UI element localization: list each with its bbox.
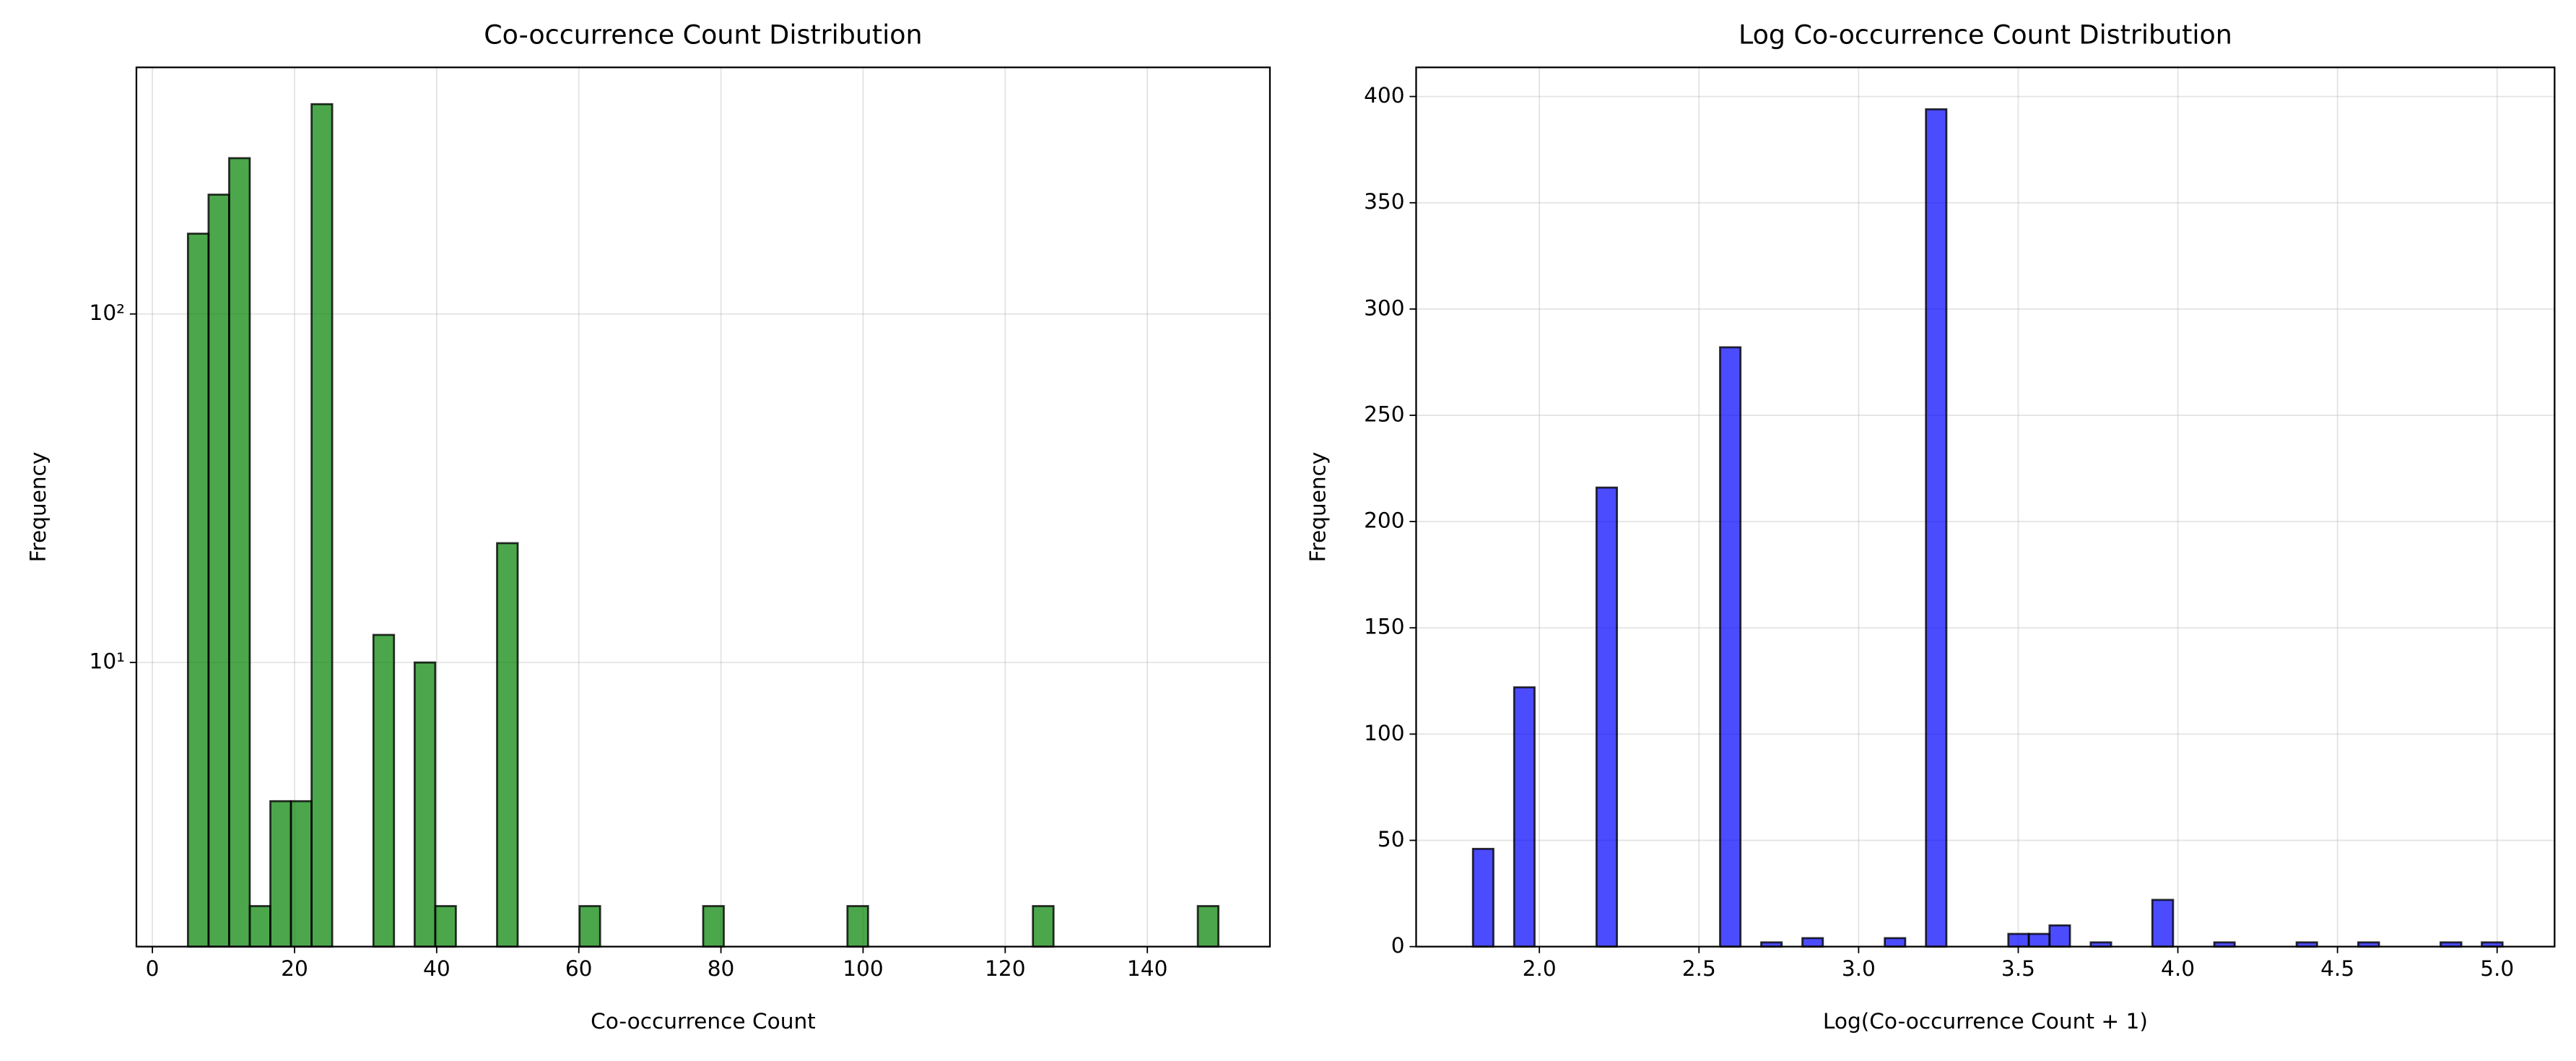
x-tick-label: 60: [565, 956, 593, 981]
histogram-bar: [269, 800, 292, 948]
histogram-bar: [372, 633, 396, 948]
x-tick-label: 2.0: [1523, 956, 1557, 981]
histogram-bar: [2007, 932, 2030, 948]
x-tick-label: 0: [146, 956, 160, 981]
histogram-bar: [1032, 905, 1055, 948]
x-tick-label: 20: [281, 956, 308, 981]
histogram-bar: [207, 194, 230, 948]
x-tick-label: 120: [985, 956, 1025, 981]
histogram-bar: [186, 233, 210, 948]
axes-frame: [1415, 66, 2556, 948]
histogram-bar: [1595, 486, 1618, 948]
x-tick-label: 80: [708, 956, 735, 981]
histogram-bar: [702, 905, 725, 948]
y-tick-label: 50: [1378, 827, 1405, 852]
y-tick-label: 150: [1364, 615, 1404, 639]
x-axis-label: Log(Co-occurrence Count + 1): [1823, 1009, 2148, 1034]
y-tick-label: 10²: [90, 300, 126, 325]
chart-title: Log Co-occurrence Count Distribution: [1739, 20, 2232, 51]
histogram-bar: [1925, 108, 1948, 948]
histogram-bar: [578, 905, 601, 948]
x-tick-label: 40: [423, 956, 451, 981]
x-tick-label: 2.5: [1682, 956, 1716, 981]
histogram-bar: [846, 905, 869, 948]
histogram-bar: [1471, 847, 1494, 948]
histogram-bar: [1719, 346, 1742, 948]
x-tick-label: 100: [843, 956, 883, 981]
histogram-bar: [2048, 924, 2071, 948]
y-tick-label: 0: [1391, 933, 1405, 958]
x-tick-label: 140: [1127, 956, 1167, 981]
y-tick-label: 10¹: [90, 649, 126, 674]
histogram-bar: [1884, 937, 1907, 948]
histogram-bar: [228, 157, 251, 948]
histogram-bar: [2151, 898, 2175, 948]
histogram-bar: [290, 800, 313, 948]
y-axis-label: Frequency: [26, 452, 51, 563]
y-tick-label: 200: [1364, 508, 1404, 533]
y-tick-label: 100: [1364, 721, 1404, 745]
y-tick-label: 400: [1364, 83, 1404, 108]
histogram-bar: [434, 905, 457, 948]
x-tick-label: 3.5: [2001, 956, 2035, 981]
x-tick-label: 4.5: [2320, 956, 2354, 981]
histogram-bar: [1196, 905, 1219, 948]
histogram-bar: [2027, 932, 2051, 948]
y-tick-label: 350: [1364, 189, 1404, 214]
axes-frame: [135, 66, 1271, 948]
histogram-bar: [413, 661, 437, 948]
y-tick-label: 250: [1364, 402, 1404, 426]
x-axis-label: Co-occurrence Count: [591, 1009, 816, 1034]
y-tick-label: 300: [1364, 295, 1404, 320]
chart-title: Co-occurrence Count Distribution: [484, 20, 922, 51]
histogram-bar: [248, 905, 271, 948]
x-tick-label: 5.0: [2480, 956, 2514, 981]
histogram-bar: [1513, 686, 1536, 948]
histogram-bar: [496, 542, 519, 948]
x-tick-label: 4.0: [2161, 956, 2195, 981]
x-tick-label: 3.0: [1842, 956, 1876, 981]
histogram-bar: [1801, 937, 1824, 948]
y-axis-label: Frequency: [1306, 452, 1331, 563]
histogram-bar: [310, 103, 334, 948]
